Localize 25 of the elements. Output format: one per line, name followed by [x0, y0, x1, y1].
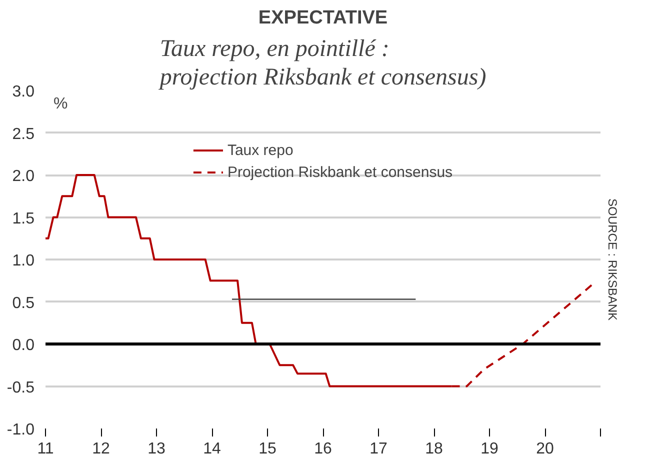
x-tick-label: 11: [37, 440, 54, 458]
x-tick-label: 14: [203, 440, 221, 458]
x-tick-label: 16: [314, 440, 332, 458]
x-tick-label: 20: [536, 440, 554, 458]
y-axis-title: %: [54, 96, 68, 112]
y-tick-label: 1.5: [12, 210, 35, 228]
x-tick-label: 15: [258, 440, 276, 458]
y-tick-label: 1.0: [12, 252, 35, 270]
legend-label: Projection Riskbank et consensus: [227, 164, 453, 180]
x-tick-label: 19: [480, 440, 498, 458]
source-note: SOURCE : RIKSBANK: [606, 198, 620, 321]
legend-label: Taux repo: [227, 142, 294, 158]
y-tick-label: -0.5: [6, 379, 35, 396]
y-tick-label: 2.0: [12, 168, 35, 185]
chart-title: EXPECTATIVE: [258, 8, 388, 28]
x-tick-label: 17: [370, 440, 388, 458]
x-tick-label: 18: [425, 440, 443, 458]
y-tick-label: -1.0: [6, 422, 35, 438]
x-tick-label: 12: [92, 440, 110, 458]
y-tick-label: 2.5: [12, 126, 35, 143]
chart-subtitle: Taux repo, en pointillé : projection Riksbank et consensus): [158, 36, 486, 90]
x-tick-label: 13: [148, 440, 166, 458]
y-tick-label: 3.0: [12, 84, 35, 100]
y-tick-label: 0.0: [12, 337, 35, 354]
y-tick-label: 0.5: [12, 294, 35, 312]
